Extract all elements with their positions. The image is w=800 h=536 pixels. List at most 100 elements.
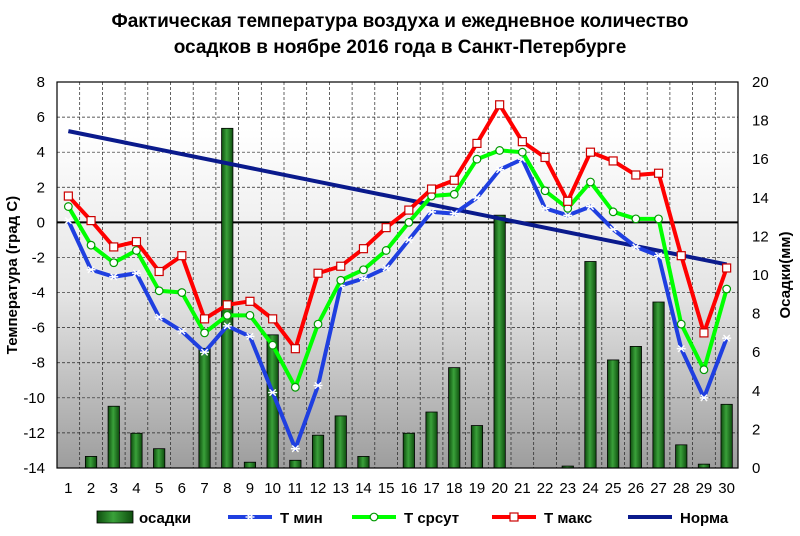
- y-tick-label: -6: [32, 320, 45, 337]
- legend-label: Т мин: [280, 510, 323, 527]
- t-min-marker: [132, 269, 141, 277]
- y-axis-label: Температура (град С): [4, 196, 21, 354]
- x-tick-label: 25: [605, 480, 622, 497]
- x-tick-label: 9: [246, 480, 254, 497]
- t-avg-marker: [336, 275, 346, 285]
- t-max-marker: [676, 251, 686, 261]
- t-max-marker: [449, 175, 459, 185]
- t-max-marker: [358, 244, 369, 254]
- precip-bar: [243, 461, 257, 469]
- precip-bar: [652, 301, 665, 469]
- t-max-marker: [313, 268, 323, 278]
- t-max-marker: [245, 296, 255, 306]
- t-min-marker: [541, 204, 549, 212]
- t-min-marker: [155, 313, 163, 321]
- y2-axis-label: Осадки(мм): [777, 232, 794, 319]
- t-min-marker: [700, 394, 708, 402]
- precip-bar: [221, 127, 234, 469]
- y-tick-label: -12: [23, 425, 45, 442]
- x-tick-label: 16: [401, 480, 418, 497]
- t-max-marker: [631, 170, 641, 180]
- t-min-marker: [427, 208, 436, 216]
- t-min-marker: [223, 322, 231, 330]
- series-lines: [63, 100, 732, 453]
- t-avg-marker: [472, 154, 482, 164]
- t-max-marker: [540, 152, 550, 163]
- x-tick-label: 5: [155, 480, 163, 497]
- y-tick-label: 0: [37, 214, 45, 231]
- t-max-marker: [722, 263, 732, 273]
- precip-bar: [675, 444, 688, 469]
- precip-bar: [584, 261, 597, 469]
- t-min-marker: [723, 334, 731, 342]
- precip-bar: [629, 346, 642, 469]
- y2-tick-label: 6: [752, 344, 760, 361]
- precip-bar: [130, 432, 143, 469]
- x-tick-label: 30: [718, 480, 735, 497]
- x-tick-label: 12: [310, 480, 327, 497]
- precip-bar: [720, 403, 733, 469]
- t-avg-marker: [586, 177, 595, 187]
- t-avg-marker: [268, 340, 278, 350]
- y2-tick-label: 12: [752, 228, 769, 245]
- legend-label: осадки: [139, 510, 191, 527]
- t-max-marker: [495, 100, 505, 110]
- y2-tick-label: 20: [752, 74, 769, 91]
- t-avg-marker: [109, 258, 119, 268]
- t-min-marker: [677, 345, 685, 353]
- plot-frame: [56, 81, 739, 469]
- t-max-marker: [699, 328, 709, 338]
- y-tick-label: -4: [32, 285, 45, 302]
- t-avg-marker: [381, 246, 391, 255]
- x-tick-label: 15: [378, 480, 395, 497]
- t-max-marker: [336, 261, 346, 271]
- t-min-marker: [200, 348, 209, 356]
- t-avg-marker: [676, 319, 686, 329]
- x-tick-label: 26: [628, 480, 645, 497]
- t-min-marker: [586, 202, 595, 211]
- t-min-marker: [382, 264, 390, 272]
- x-tick-label: 7: [200, 480, 208, 497]
- legend-swatch-bar: [96, 510, 134, 524]
- t-min-marker: [632, 243, 640, 251]
- x-tick-label: 1: [64, 480, 72, 497]
- t-max-marker: [404, 205, 414, 215]
- t-min-marker: [405, 236, 413, 244]
- precip-bar: [84, 456, 98, 469]
- x-tick-label: 29: [696, 480, 713, 497]
- t-avg-marker: [290, 382, 300, 392]
- x-tick-label: 28: [673, 480, 690, 497]
- t-avg-marker: [517, 147, 527, 157]
- t-min-marker: [269, 388, 277, 397]
- y-tick-label: -8: [32, 355, 45, 372]
- x-tick-label: 14: [355, 480, 372, 497]
- precip-bar: [334, 415, 347, 469]
- precip-bar: [493, 214, 506, 469]
- t-avg-marker: [722, 284, 732, 294]
- y-tick-label: 4: [37, 144, 45, 161]
- chart-title: Фактическая температура воздуха и ежедне…: [112, 11, 689, 32]
- t-min-marker: [609, 225, 617, 234]
- t-avg-marker: [313, 319, 323, 329]
- x-tick-label: 23: [559, 480, 576, 497]
- t-max-marker: [268, 314, 278, 324]
- x-tick-label: 20: [491, 480, 508, 497]
- x-tick-label: 8: [223, 480, 231, 497]
- x-tick-label: 22: [537, 480, 554, 497]
- t-max-marker: [517, 137, 527, 147]
- x-tick-label: 6: [178, 480, 186, 497]
- precip-bar: [107, 405, 120, 469]
- t-min-line: [66, 157, 729, 451]
- t-max-marker: [86, 216, 96, 226]
- t-max-marker: [109, 242, 119, 252]
- t-avg-marker: [654, 214, 663, 224]
- t-max-marker: [222, 300, 232, 310]
- legend: осадки Т мин Т срсут Т макс Норма: [96, 510, 729, 527]
- t-min-marker: [496, 166, 504, 174]
- y2-tick-label: 16: [752, 151, 769, 168]
- t-max-marker: [131, 237, 142, 247]
- precip-bar: [357, 456, 370, 469]
- x-tick-label: 4: [132, 480, 140, 497]
- t-min-marker: [178, 327, 186, 335]
